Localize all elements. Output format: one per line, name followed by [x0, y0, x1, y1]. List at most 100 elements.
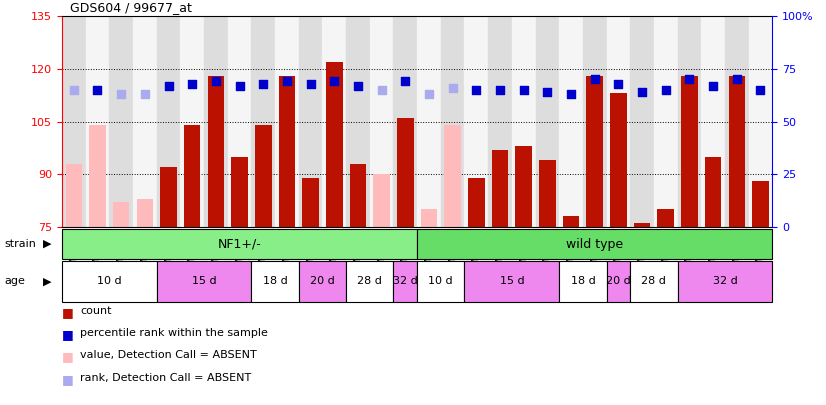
Bar: [393, 16, 417, 227]
Text: 18 d: 18 d: [571, 277, 596, 286]
Bar: [677, 261, 772, 302]
Point: [328, 78, 341, 85]
Bar: [346, 16, 370, 227]
Bar: [417, 16, 441, 227]
Bar: [705, 157, 721, 227]
Bar: [299, 261, 346, 302]
Bar: [180, 16, 204, 227]
Point: [162, 83, 175, 89]
Bar: [322, 16, 346, 227]
Text: ■: ■: [62, 306, 74, 319]
Bar: [729, 76, 745, 227]
Point: [399, 78, 412, 85]
Text: wild type: wild type: [566, 237, 624, 251]
Bar: [634, 223, 650, 227]
Bar: [133, 16, 157, 227]
Text: 32 d: 32 d: [713, 277, 738, 286]
Bar: [89, 125, 106, 227]
Bar: [539, 160, 556, 227]
Bar: [752, 181, 769, 227]
Text: 20 d: 20 d: [310, 277, 335, 286]
Bar: [535, 16, 559, 227]
Bar: [468, 178, 485, 227]
Bar: [748, 16, 772, 227]
Text: age: age: [4, 277, 25, 286]
Bar: [349, 164, 366, 227]
Bar: [373, 174, 390, 227]
Point: [67, 87, 80, 93]
Bar: [491, 149, 508, 227]
Bar: [393, 261, 417, 302]
Bar: [583, 16, 606, 227]
Bar: [62, 261, 157, 302]
Bar: [184, 125, 201, 227]
Bar: [160, 167, 177, 227]
Text: 28 d: 28 d: [358, 277, 382, 286]
Text: NF1+/-: NF1+/-: [218, 237, 261, 251]
Bar: [251, 16, 275, 227]
Text: 18 d: 18 d: [263, 277, 287, 286]
Text: ■: ■: [62, 373, 74, 386]
Text: value, Detection Call = ABSENT: value, Detection Call = ABSENT: [80, 350, 257, 360]
Bar: [62, 229, 417, 259]
Bar: [559, 261, 606, 302]
Point: [375, 87, 388, 93]
Bar: [62, 16, 86, 227]
Bar: [677, 16, 701, 227]
Bar: [86, 16, 109, 227]
Text: GDS604 / 99677_at: GDS604 / 99677_at: [70, 1, 192, 14]
Point: [541, 89, 554, 95]
Text: ■: ■: [62, 328, 74, 341]
Bar: [157, 261, 251, 302]
Text: percentile rank within the sample: percentile rank within the sample: [80, 328, 268, 338]
Bar: [204, 16, 228, 227]
Bar: [109, 16, 133, 227]
Point: [612, 80, 625, 87]
Bar: [417, 261, 464, 302]
Point: [91, 87, 104, 93]
Bar: [275, 16, 299, 227]
Bar: [444, 125, 461, 227]
Bar: [725, 16, 748, 227]
Point: [659, 87, 672, 93]
Bar: [630, 261, 677, 302]
Bar: [65, 164, 82, 227]
Point: [493, 87, 506, 93]
Bar: [610, 94, 627, 227]
Bar: [417, 229, 772, 259]
Point: [233, 83, 246, 89]
Point: [304, 80, 317, 87]
Bar: [157, 16, 180, 227]
Bar: [397, 118, 414, 227]
Text: count: count: [80, 306, 112, 316]
Bar: [512, 16, 535, 227]
Bar: [231, 157, 248, 227]
Point: [351, 83, 364, 89]
Bar: [207, 76, 224, 227]
Bar: [346, 261, 393, 302]
Bar: [113, 202, 130, 227]
Bar: [299, 16, 322, 227]
Text: 32 d: 32 d: [393, 277, 418, 286]
Point: [730, 76, 743, 83]
Bar: [278, 76, 295, 227]
Text: 20 d: 20 d: [606, 277, 631, 286]
Point: [280, 78, 293, 85]
Point: [257, 80, 270, 87]
Point: [422, 91, 435, 97]
Bar: [251, 261, 299, 302]
Bar: [420, 209, 437, 227]
Point: [209, 78, 222, 85]
Text: ▶: ▶: [43, 277, 51, 286]
Point: [588, 76, 601, 83]
Bar: [228, 16, 251, 227]
Bar: [464, 261, 559, 302]
Text: 10 d: 10 d: [97, 277, 121, 286]
Bar: [326, 62, 343, 227]
Bar: [302, 178, 319, 227]
Bar: [563, 216, 579, 227]
Bar: [559, 16, 583, 227]
Bar: [681, 76, 698, 227]
Text: 15 d: 15 d: [500, 277, 525, 286]
Bar: [255, 125, 272, 227]
